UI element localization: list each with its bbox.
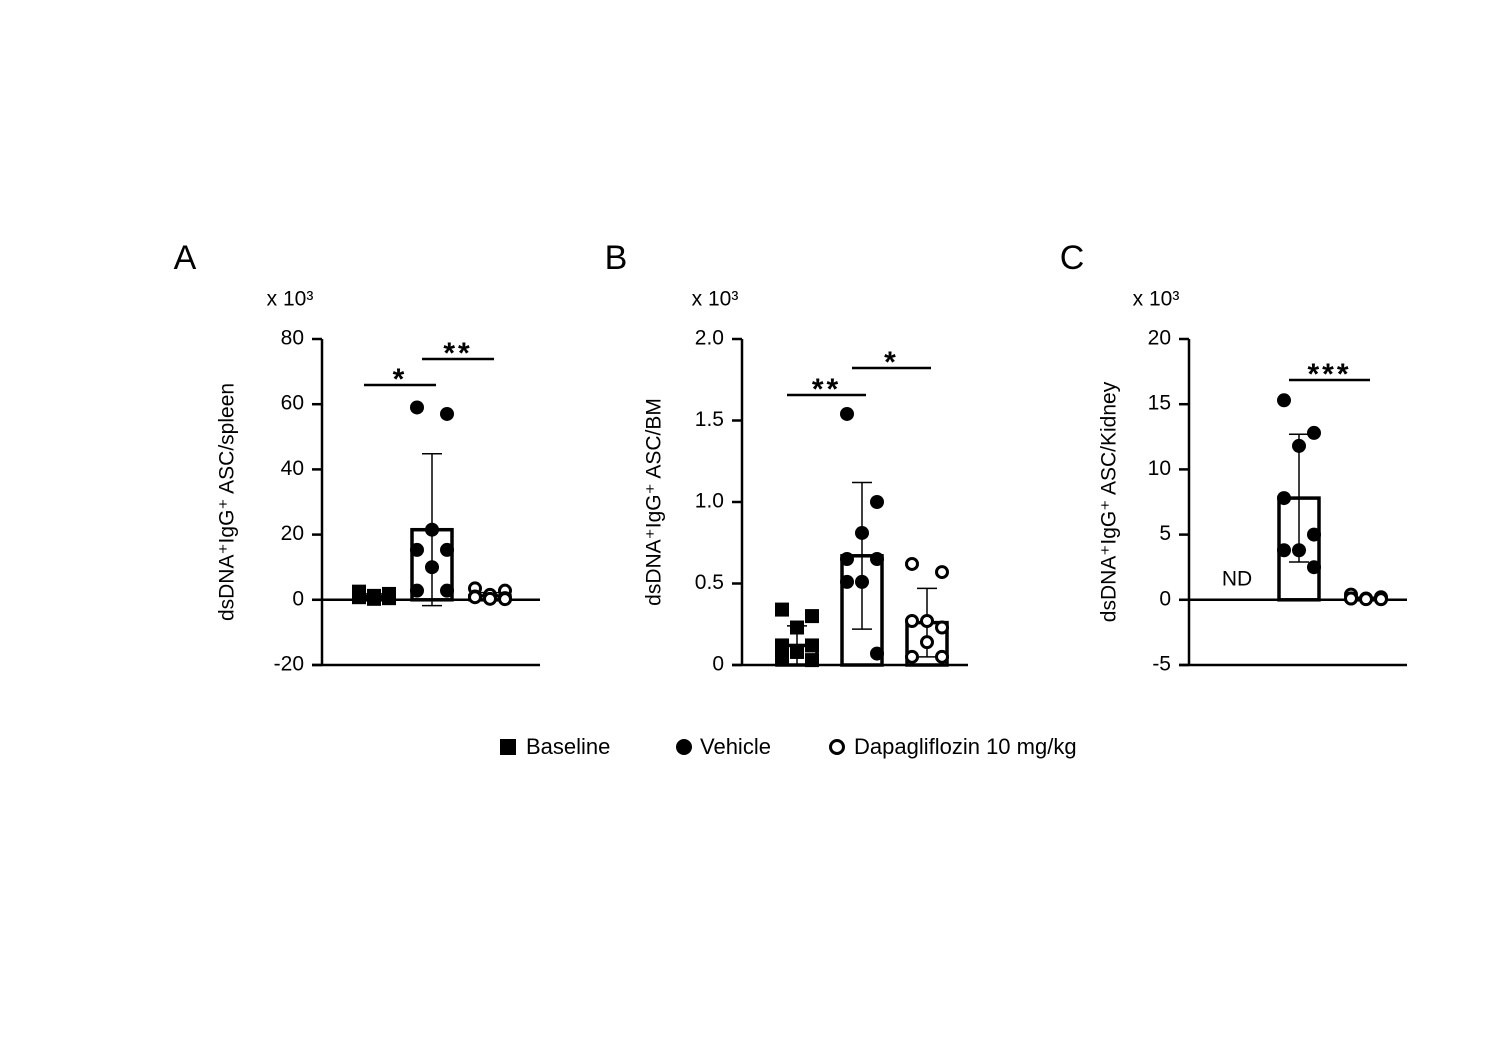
y-tick-label: 0 [1159, 587, 1171, 610]
significance-label: * [393, 363, 408, 396]
axis-multiplier: x 10³ [1133, 288, 1180, 311]
panel-label: C [1060, 239, 1085, 277]
legend-label: Vehicle [700, 734, 771, 759]
marker [775, 638, 789, 653]
marker [1292, 438, 1306, 453]
y-tick-label: 1.0 [695, 490, 724, 513]
y-tick-label: 80 [281, 327, 304, 350]
marker [870, 552, 884, 567]
marker [410, 583, 424, 598]
marker [352, 589, 366, 604]
marker [1292, 543, 1306, 558]
y-tick-label: 10 [1148, 457, 1171, 480]
y-tick-label: -5 [1152, 653, 1171, 676]
marker [1277, 491, 1291, 506]
legend-label: Baseline [526, 734, 610, 759]
y-tick-label: 2.0 [695, 327, 724, 350]
marker [870, 646, 884, 661]
marker [805, 638, 819, 653]
marker [935, 649, 949, 664]
value-label: ND [1222, 567, 1252, 590]
axis-multiplier: x 10³ [267, 288, 314, 311]
marker [790, 644, 804, 659]
axis-multiplier: x 10³ [692, 288, 739, 311]
marker [920, 635, 934, 650]
marker [840, 574, 854, 589]
marker [676, 739, 692, 755]
marker [855, 525, 869, 540]
y-tick-label: 0.5 [695, 571, 724, 594]
y-tick-label: 1.5 [695, 408, 724, 431]
panel-label: B [605, 239, 628, 277]
marker [1277, 393, 1291, 408]
marker [840, 406, 854, 421]
marker [829, 739, 845, 755]
error-bar [1289, 433, 1309, 563]
marker [1359, 592, 1373, 607]
significance-label: ** [443, 337, 472, 370]
y-tick-label: -20 [274, 653, 304, 676]
marker [905, 556, 919, 571]
marker [920, 613, 934, 628]
y-tick-label: 20 [281, 522, 304, 545]
marker [410, 400, 424, 415]
marker [775, 649, 789, 664]
marker [440, 583, 454, 598]
marker [805, 609, 819, 624]
marker [440, 542, 454, 557]
y-axis-label: dsDNA⁺IgG⁺ ASC/Kidney [1098, 381, 1121, 622]
marker [1307, 527, 1321, 542]
marker [498, 592, 512, 607]
significance-label: * [884, 346, 899, 379]
marker [775, 602, 789, 617]
y-tick-label: 40 [281, 457, 304, 480]
marker [468, 590, 482, 605]
marker [382, 590, 396, 605]
marker [1374, 592, 1388, 607]
y-tick-label: 0 [712, 653, 724, 676]
y-tick-label: 0 [292, 587, 304, 610]
marker [500, 739, 516, 755]
marker [367, 591, 381, 606]
legend-label: Dapagliflozin 10 mg/kg [854, 734, 1077, 759]
marker [805, 653, 819, 668]
marker [410, 542, 424, 557]
marker [790, 620, 804, 635]
marker [1344, 591, 1358, 606]
marker [840, 552, 854, 567]
y-tick-label: 60 [281, 392, 304, 415]
marker [855, 574, 869, 589]
marker [1307, 425, 1321, 440]
marker [905, 649, 919, 664]
y-tick-label: 20 [1148, 327, 1171, 350]
marker [1307, 560, 1321, 575]
marker [440, 406, 454, 421]
marker [905, 613, 919, 628]
error-bar [852, 481, 872, 630]
marker [425, 522, 439, 537]
significance-label: *** [1307, 358, 1351, 391]
marker [935, 620, 949, 635]
y-tick-label: 15 [1148, 392, 1171, 415]
marker [425, 560, 439, 575]
marker [935, 565, 949, 580]
y-axis-label: dsDNA⁺IgG⁺ ASC/BM [643, 398, 666, 606]
marker [870, 495, 884, 509]
y-axis-label: dsDNA⁺IgG⁺ ASC/spleen [216, 383, 239, 621]
significance-label: ** [812, 373, 841, 406]
y-tick-label: 5 [1159, 522, 1171, 545]
panel-label: A [174, 239, 197, 277]
marker [1277, 543, 1291, 558]
marker [483, 591, 497, 606]
